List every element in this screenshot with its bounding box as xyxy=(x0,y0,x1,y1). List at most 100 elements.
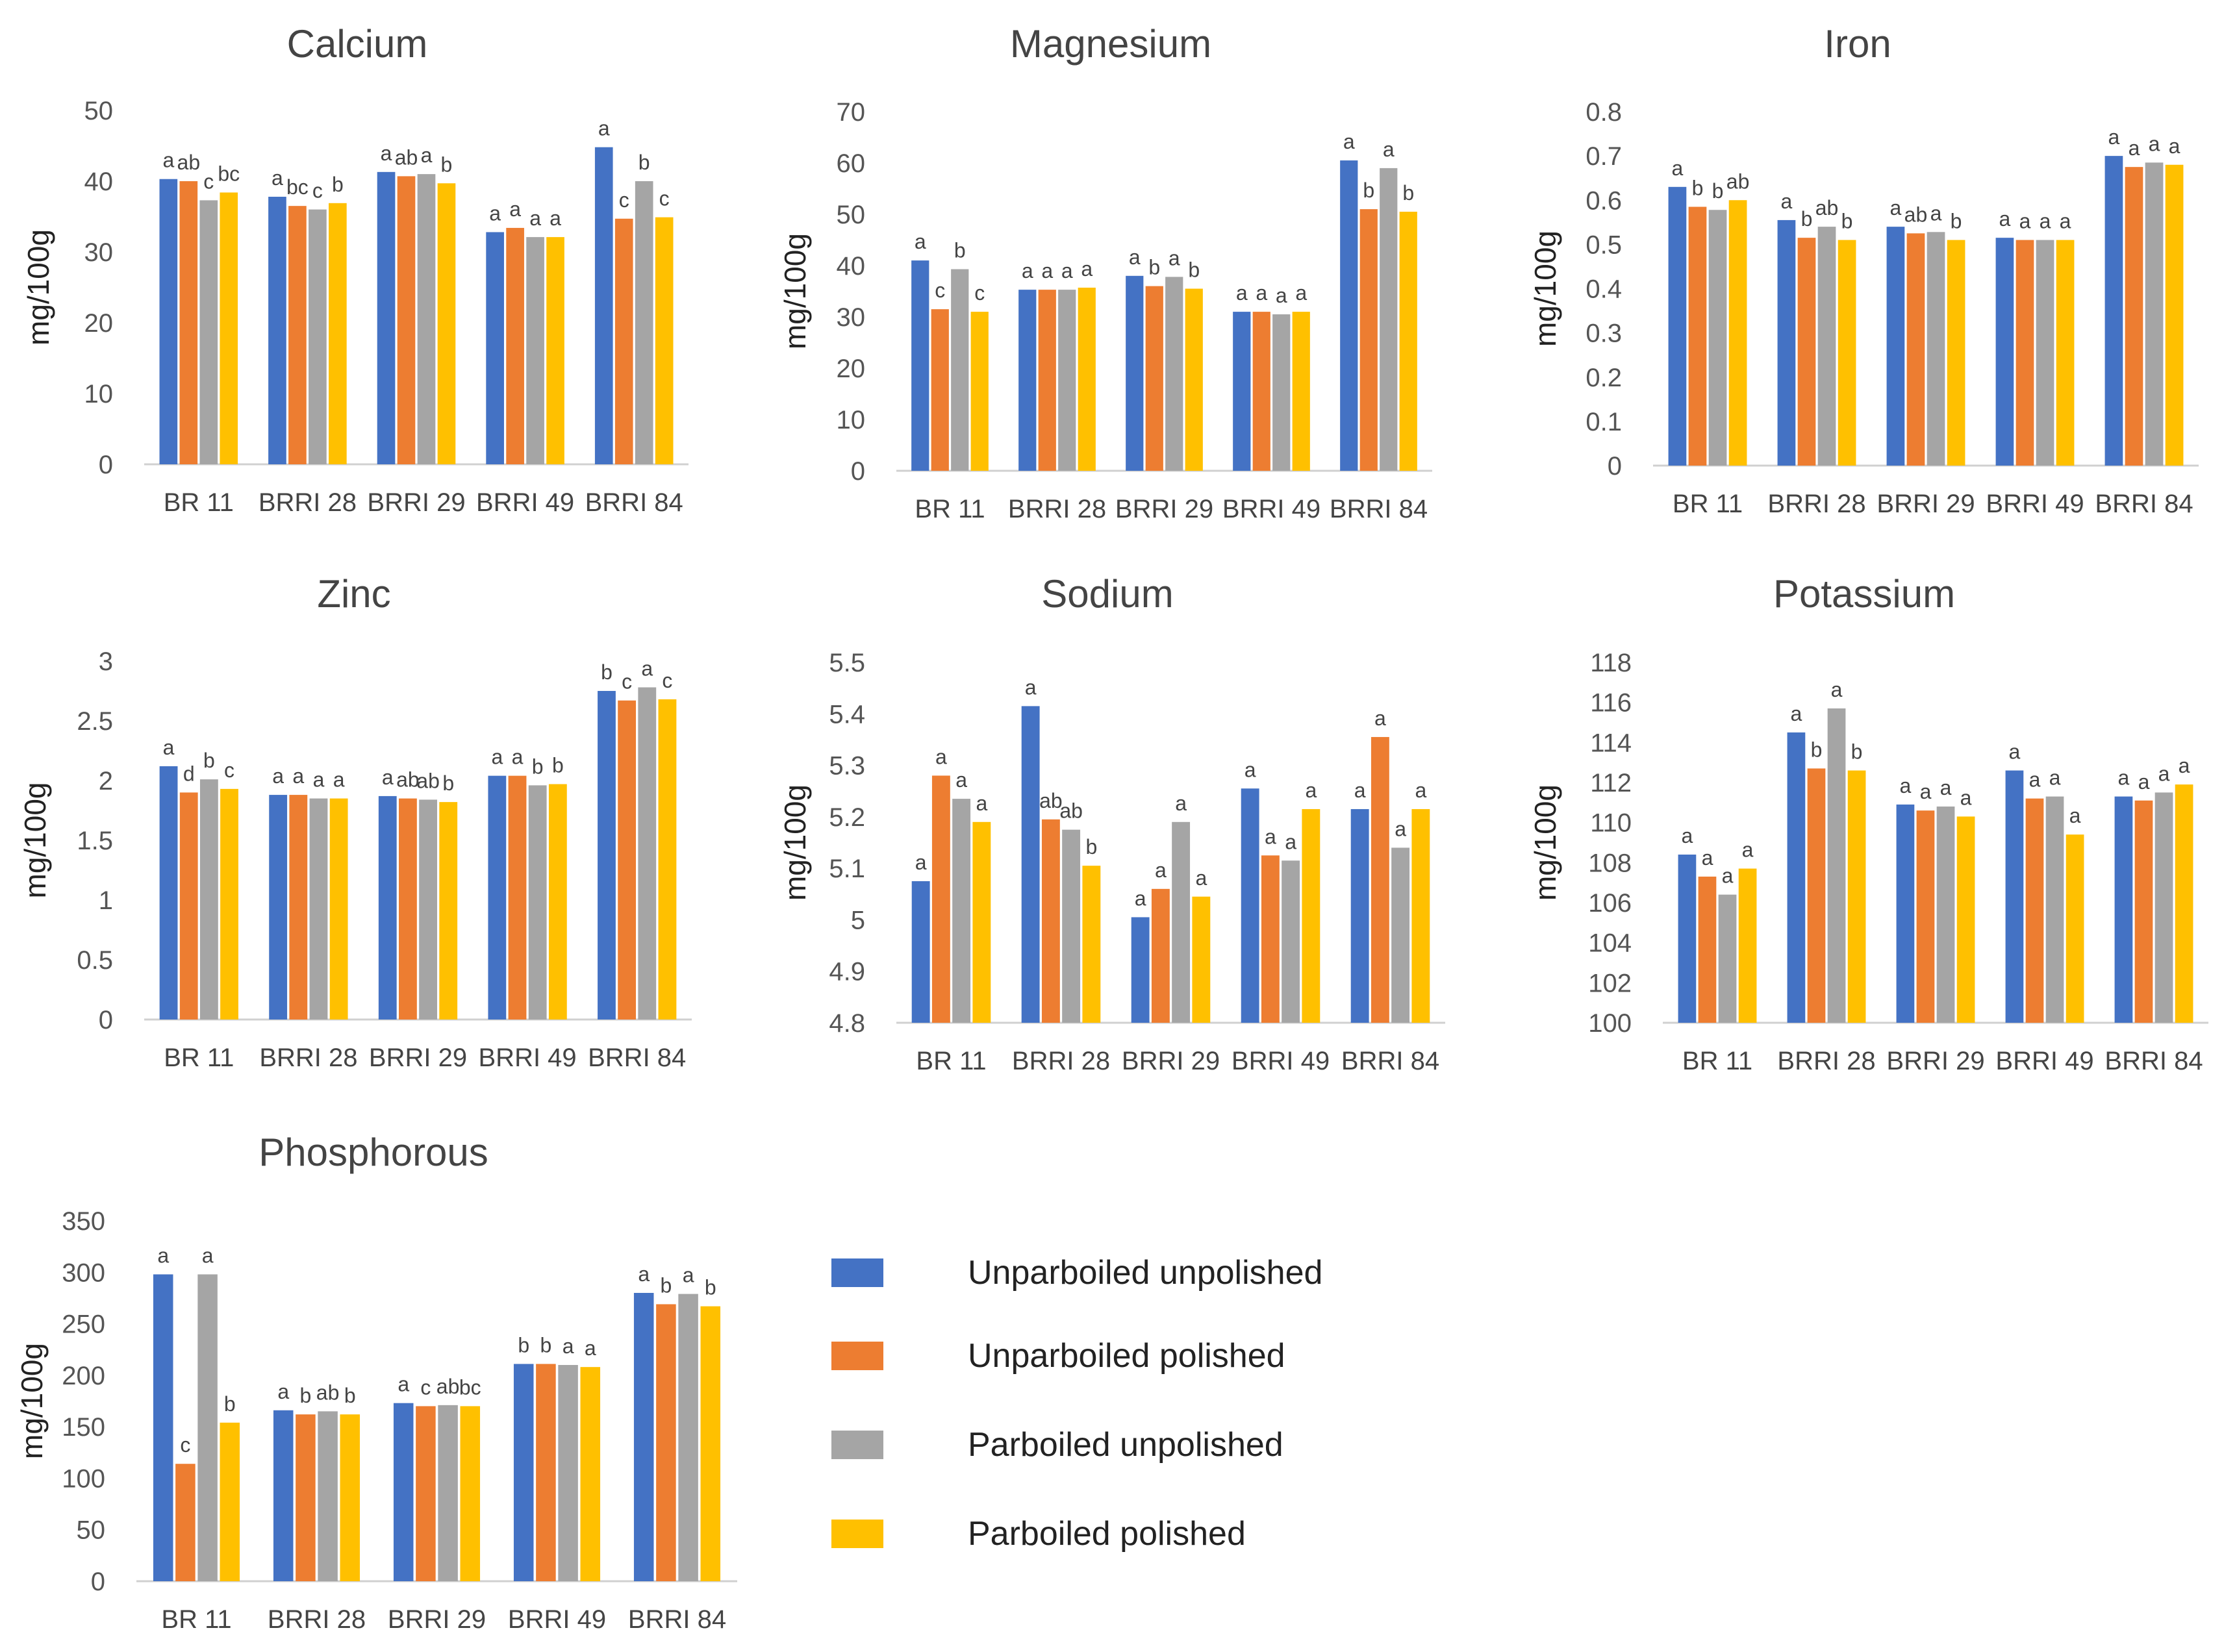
significance-label: c xyxy=(619,188,629,212)
bar xyxy=(393,1403,414,1581)
y-tick-label: 50 xyxy=(837,201,866,229)
significance-label: b xyxy=(442,771,454,795)
bar xyxy=(1936,807,1955,1023)
bar xyxy=(1698,876,1717,1023)
bar xyxy=(1947,240,1965,466)
y-tick-label: 40 xyxy=(837,252,866,281)
significance-label: b xyxy=(1692,176,1704,199)
significance-label: a xyxy=(585,1336,596,1360)
significance-label: a xyxy=(562,1334,574,1358)
y-tick-label: 0.5 xyxy=(1586,231,1622,259)
y-tick-label: 70 xyxy=(837,98,866,127)
bar xyxy=(1359,209,1378,471)
y-tick-label: 116 xyxy=(1590,689,1632,718)
significance-label: b xyxy=(300,1384,312,1407)
x-tick-label: BR 11 xyxy=(161,1605,231,1634)
x-tick-label: BRRI 84 xyxy=(1330,495,1428,523)
significance-label: a xyxy=(1742,838,1754,862)
bar xyxy=(580,1367,601,1581)
bar xyxy=(2114,796,2133,1023)
significance-label: a xyxy=(1245,758,1256,781)
y-tick-label: 300 xyxy=(62,1258,105,1287)
x-tick-label: BRRI 49 xyxy=(1232,1047,1330,1075)
significance-label: a xyxy=(1061,259,1073,282)
y-tick-label: 2.5 xyxy=(77,707,113,736)
y-tick-label: 50 xyxy=(77,1516,106,1545)
significance-label: a xyxy=(272,764,284,788)
bar xyxy=(2175,784,2193,1023)
significance-label: a xyxy=(398,1373,409,1396)
significance-label: b xyxy=(1363,179,1374,202)
bar xyxy=(638,687,657,1020)
bar xyxy=(1906,233,1925,466)
significance-label: a xyxy=(935,745,947,768)
bar xyxy=(399,798,417,1020)
bar xyxy=(1062,829,1081,1023)
bar xyxy=(1038,290,1056,471)
bar xyxy=(1391,847,1410,1023)
y-axis-label: mg/100g xyxy=(21,229,55,345)
significance-label: b xyxy=(344,1384,356,1407)
y-tick-label: 0 xyxy=(99,451,113,479)
x-tick-label: BRRI 84 xyxy=(2104,1047,2203,1075)
significance-label: a xyxy=(955,768,967,792)
bar xyxy=(2125,167,2143,466)
chart-title: Zinc xyxy=(317,572,390,616)
significance-label: a xyxy=(1022,259,1033,282)
y-tick-label: 104 xyxy=(1588,929,1632,958)
y-axis-label: mg/100g xyxy=(18,782,52,898)
x-tick-label: BRRI 84 xyxy=(2095,490,2193,518)
x-tick-label: BR 11 xyxy=(164,1044,234,1072)
y-tick-label: 110 xyxy=(1590,809,1632,838)
bar xyxy=(460,1406,481,1581)
bar xyxy=(220,192,238,464)
bar xyxy=(700,1306,721,1581)
bar xyxy=(970,312,989,471)
y-tick-label: 0.8 xyxy=(1586,98,1622,127)
significance-label: ab xyxy=(1726,169,1750,193)
significance-label: a xyxy=(382,766,394,789)
y-tick-label: 200 xyxy=(62,1362,105,1390)
bar xyxy=(2154,792,2173,1023)
y-tick-label: 0.5 xyxy=(77,946,113,975)
bar xyxy=(268,196,286,464)
significance-label: d xyxy=(183,762,195,785)
bar xyxy=(378,795,397,1020)
bar xyxy=(159,766,178,1020)
bar xyxy=(1896,804,1915,1023)
x-tick-label: BRRI 84 xyxy=(1341,1047,1439,1075)
significance-label: a xyxy=(1305,779,1317,802)
significance-label: c xyxy=(312,179,323,203)
significance-label: a xyxy=(529,206,541,230)
significance-label: a xyxy=(2009,740,2021,764)
y-tick-label: 4.8 xyxy=(829,1009,865,1038)
legend-swatch-parboiled-polished xyxy=(831,1520,883,1548)
bar xyxy=(416,1406,436,1581)
significance-label: ab xyxy=(395,145,418,169)
significance-label: ab xyxy=(1059,799,1083,823)
y-tick-label: 10 xyxy=(84,380,114,408)
y-tick-label: 2 xyxy=(99,767,113,795)
significance-label: bc xyxy=(286,175,309,199)
y-axis-label: mg/100g xyxy=(778,784,812,901)
y-tick-label: 4.9 xyxy=(829,958,865,986)
significance-label: b xyxy=(224,1392,236,1416)
bar xyxy=(951,269,969,471)
bar xyxy=(1078,287,1096,471)
x-tick-label: BRRI 29 xyxy=(1122,1047,1220,1075)
x-tick-label: BR 11 xyxy=(916,1047,986,1075)
y-tick-label: 0.4 xyxy=(1586,275,1622,304)
significance-label: a xyxy=(1135,886,1146,910)
significance-label: ab xyxy=(316,1381,340,1404)
bar xyxy=(2045,796,2064,1023)
bar xyxy=(536,1364,556,1581)
y-tick-label: 350 xyxy=(62,1207,105,1236)
bar xyxy=(1807,768,1826,1023)
x-tick-label: BRRI 29 xyxy=(369,1044,467,1072)
y-tick-label: 5 xyxy=(851,906,865,934)
y-tick-label: 5.2 xyxy=(829,803,865,832)
significance-label: a xyxy=(550,206,561,230)
significance-label: a xyxy=(1285,830,1296,853)
bar xyxy=(1151,888,1170,1023)
